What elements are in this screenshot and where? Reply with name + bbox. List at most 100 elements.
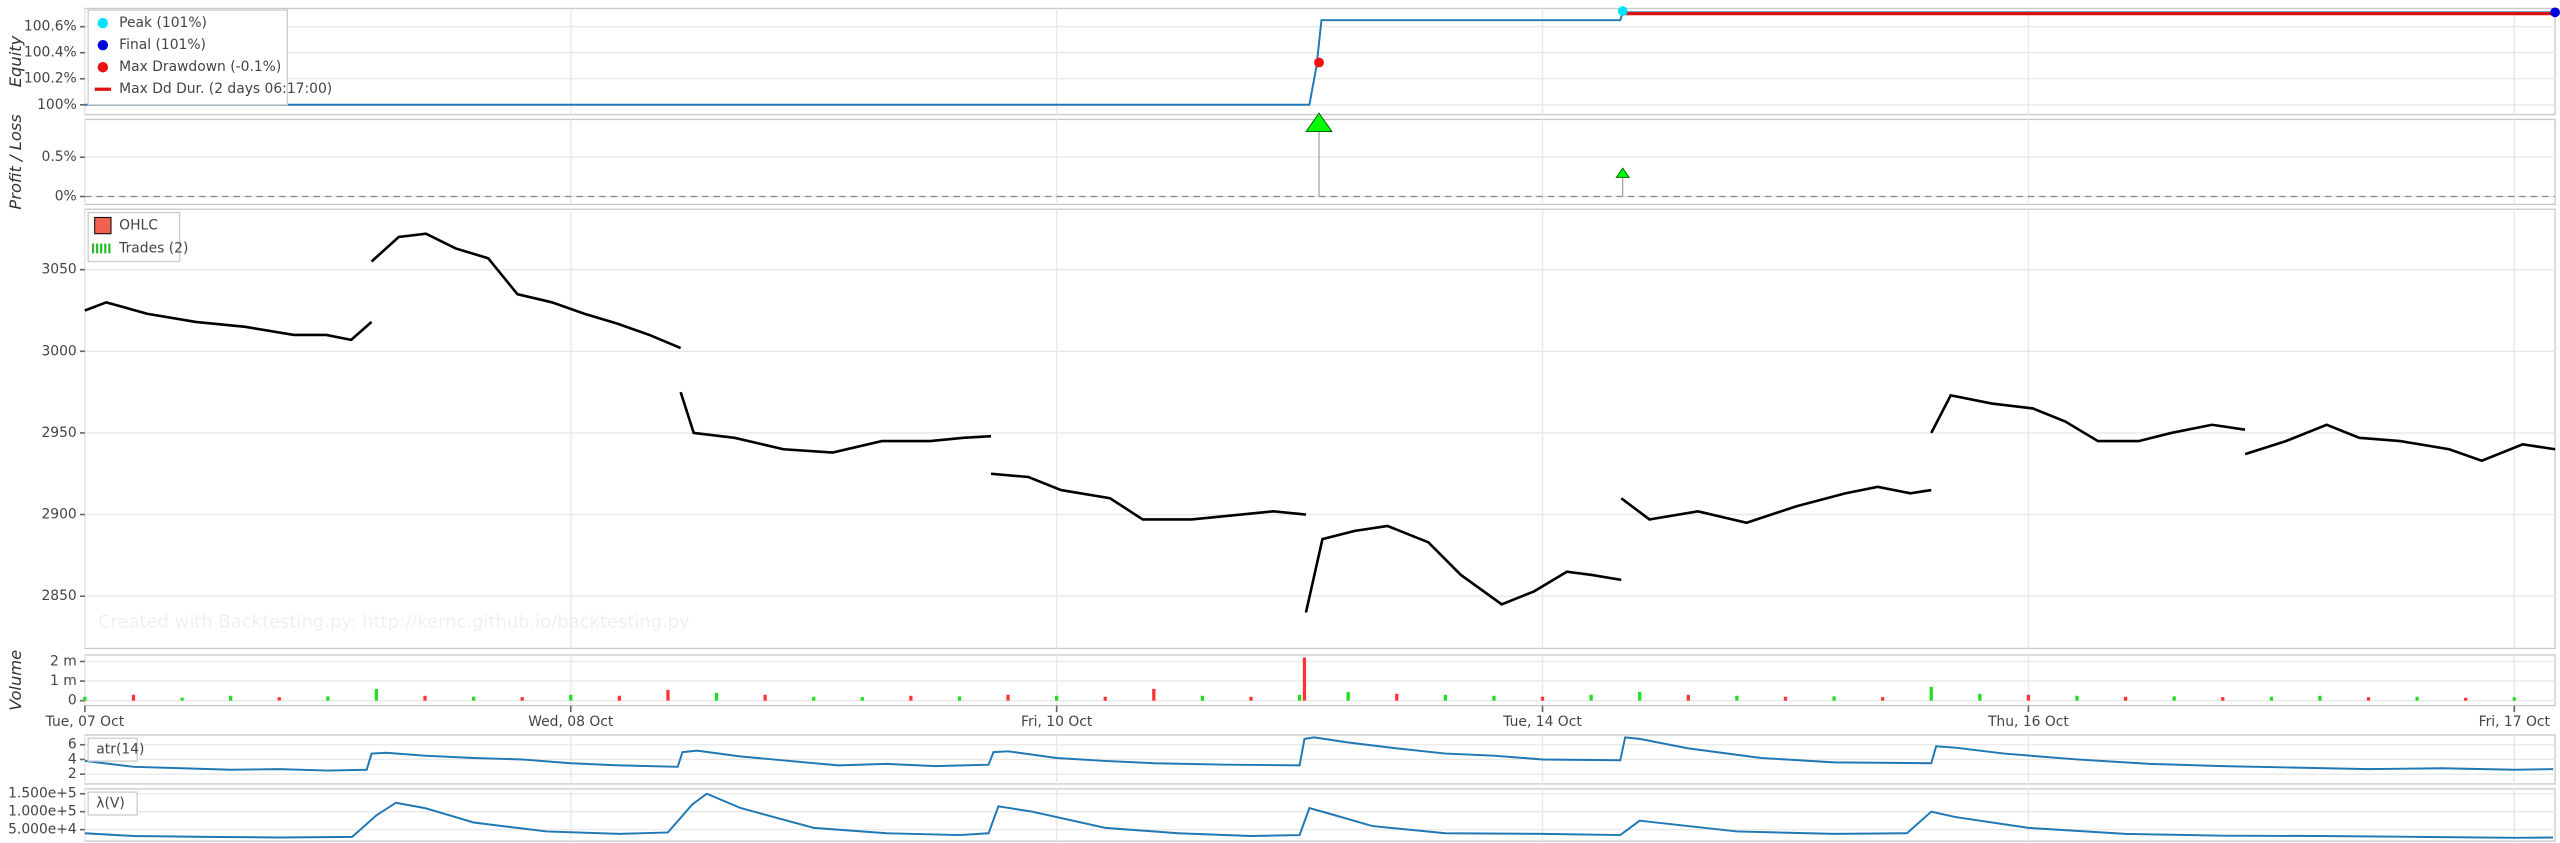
volume-bar — [2512, 697, 2516, 701]
volume-bar — [1346, 691, 1350, 701]
y-axis-label: Volume — [6, 650, 25, 711]
volume-bar — [1395, 693, 1399, 701]
y-tick-label: 0% — [55, 188, 77, 204]
volume-bar — [1152, 688, 1156, 701]
volume-bar — [1297, 694, 1302, 701]
legend-label: Peak (101%) — [119, 15, 207, 31]
panel-frame — [84, 654, 2556, 707]
y-tick-label: 4 — [68, 751, 77, 767]
volume-bar — [1589, 694, 1593, 701]
panel-frame — [84, 788, 2556, 842]
y-tick-label: 2850 — [41, 588, 76, 604]
y-tick-label: 1.000e+5 — [8, 804, 77, 820]
y-axis-label: Profit / Loss — [6, 114, 25, 210]
y-tick-label: 2950 — [41, 425, 76, 441]
volume-bar — [1540, 696, 1545, 701]
volume-bar — [374, 688, 379, 701]
series-line — [84, 792, 2554, 839]
legend-label: Trades (2) — [118, 240, 188, 256]
volume-bar — [1103, 696, 1107, 701]
volume-bar — [1832, 696, 1836, 701]
indicator-label-box — [87, 791, 138, 816]
volume-bar — [1443, 694, 1447, 701]
legend-swatch — [97, 17, 109, 29]
series-line — [84, 736, 2554, 772]
trade-marker — [1305, 112, 1333, 133]
volume-bar — [520, 697, 524, 701]
volume-bar — [1200, 695, 1205, 701]
y-axis-label: Equity — [6, 35, 25, 87]
y-tick-label: 6 — [68, 737, 77, 753]
x-tick-label: Tue, 14 Oct — [1502, 714, 1582, 730]
legend-box — [87, 9, 288, 106]
volume-bar — [326, 696, 330, 701]
legend-label: Final (101%) — [119, 37, 206, 53]
volume-bar — [1492, 695, 1496, 701]
volume-bar — [277, 697, 281, 701]
volume-bar — [860, 697, 864, 701]
volume-bar — [1055, 695, 1059, 701]
volume-bar — [957, 696, 962, 701]
y-tick-label: 100.6% — [24, 19, 77, 35]
legend-swatch — [97, 61, 109, 73]
volume-bar — [812, 696, 816, 701]
volume-bar — [1686, 694, 1690, 701]
volume-bar — [1783, 696, 1788, 701]
indicator-label: λ(V) — [96, 796, 125, 812]
volume-bar — [180, 697, 184, 701]
panel-frame — [84, 118, 2556, 206]
x-tick-label: Fri, 10 Oct — [1021, 714, 1093, 730]
y-tick-label: 100% — [37, 97, 77, 113]
volume-bar — [2415, 696, 2419, 701]
volume-bar — [714, 692, 719, 701]
legend-label: OHLC — [119, 218, 158, 234]
equity-marker — [2550, 7, 2560, 18]
legend-swatch — [97, 39, 109, 51]
y-tick-label: 3000 — [41, 343, 76, 359]
y-tick-label: 2 m — [50, 653, 77, 669]
x-tick-label: Tue, 07 Oct — [45, 714, 125, 730]
x-tick-label: Thu, 16 Oct — [1987, 714, 2069, 730]
volume-bar — [471, 696, 476, 701]
volume-bar — [2075, 695, 2079, 701]
series-line — [84, 232, 2556, 613]
y-tick-label: 0.5% — [42, 149, 77, 165]
volume-bar — [1302, 657, 1307, 701]
volume-bar — [229, 695, 233, 701]
volume-bar — [2026, 694, 2031, 701]
indicator-label: atr(14) — [96, 742, 144, 758]
y-tick-label: 100.4% — [24, 45, 77, 61]
volume-bar — [1006, 694, 1010, 701]
volume-bar — [666, 689, 670, 701]
volume-bar — [2318, 695, 2322, 701]
y-tick-label: 2 — [68, 766, 77, 782]
volume-bar — [2221, 697, 2225, 701]
watermark: Created with Backtesting.py: http://kern… — [98, 611, 690, 632]
volume-bar — [2172, 696, 2176, 701]
x-tick-label: Wed, 08 Oct — [528, 714, 614, 730]
volume-bar — [2464, 697, 2468, 701]
volume-bar — [2269, 696, 2273, 701]
volume-bar — [1638, 691, 1642, 701]
volume-bar — [1735, 695, 1739, 701]
y-tick-label: 3050 — [41, 262, 76, 278]
volume-bar — [131, 694, 136, 701]
equity-marker — [1314, 57, 1324, 68]
y-tick-label: 0 — [68, 693, 77, 709]
legend-swatch — [94, 216, 112, 235]
equity-marker — [1617, 6, 1628, 16]
y-tick-label: 1 m — [50, 673, 77, 689]
x-tick-label: Fri, 17 Oct — [2479, 714, 2551, 730]
legend-label: Max Drawdown (-0.1%) — [119, 59, 281, 75]
volume-bar — [569, 694, 573, 701]
volume-bar — [2123, 696, 2128, 701]
volume-bar — [83, 696, 87, 701]
volume-bar — [1929, 686, 1933, 701]
legend-label: Max Dd Dur. (2 days 06:17:00) — [119, 81, 332, 97]
y-tick-label: 1.500e+5 — [8, 786, 77, 802]
trade-marker — [1615, 167, 1631, 178]
y-tick-label: 2900 — [41, 507, 76, 523]
indicator-label-box — [87, 737, 138, 762]
y-tick-label: 100.2% — [24, 71, 77, 87]
